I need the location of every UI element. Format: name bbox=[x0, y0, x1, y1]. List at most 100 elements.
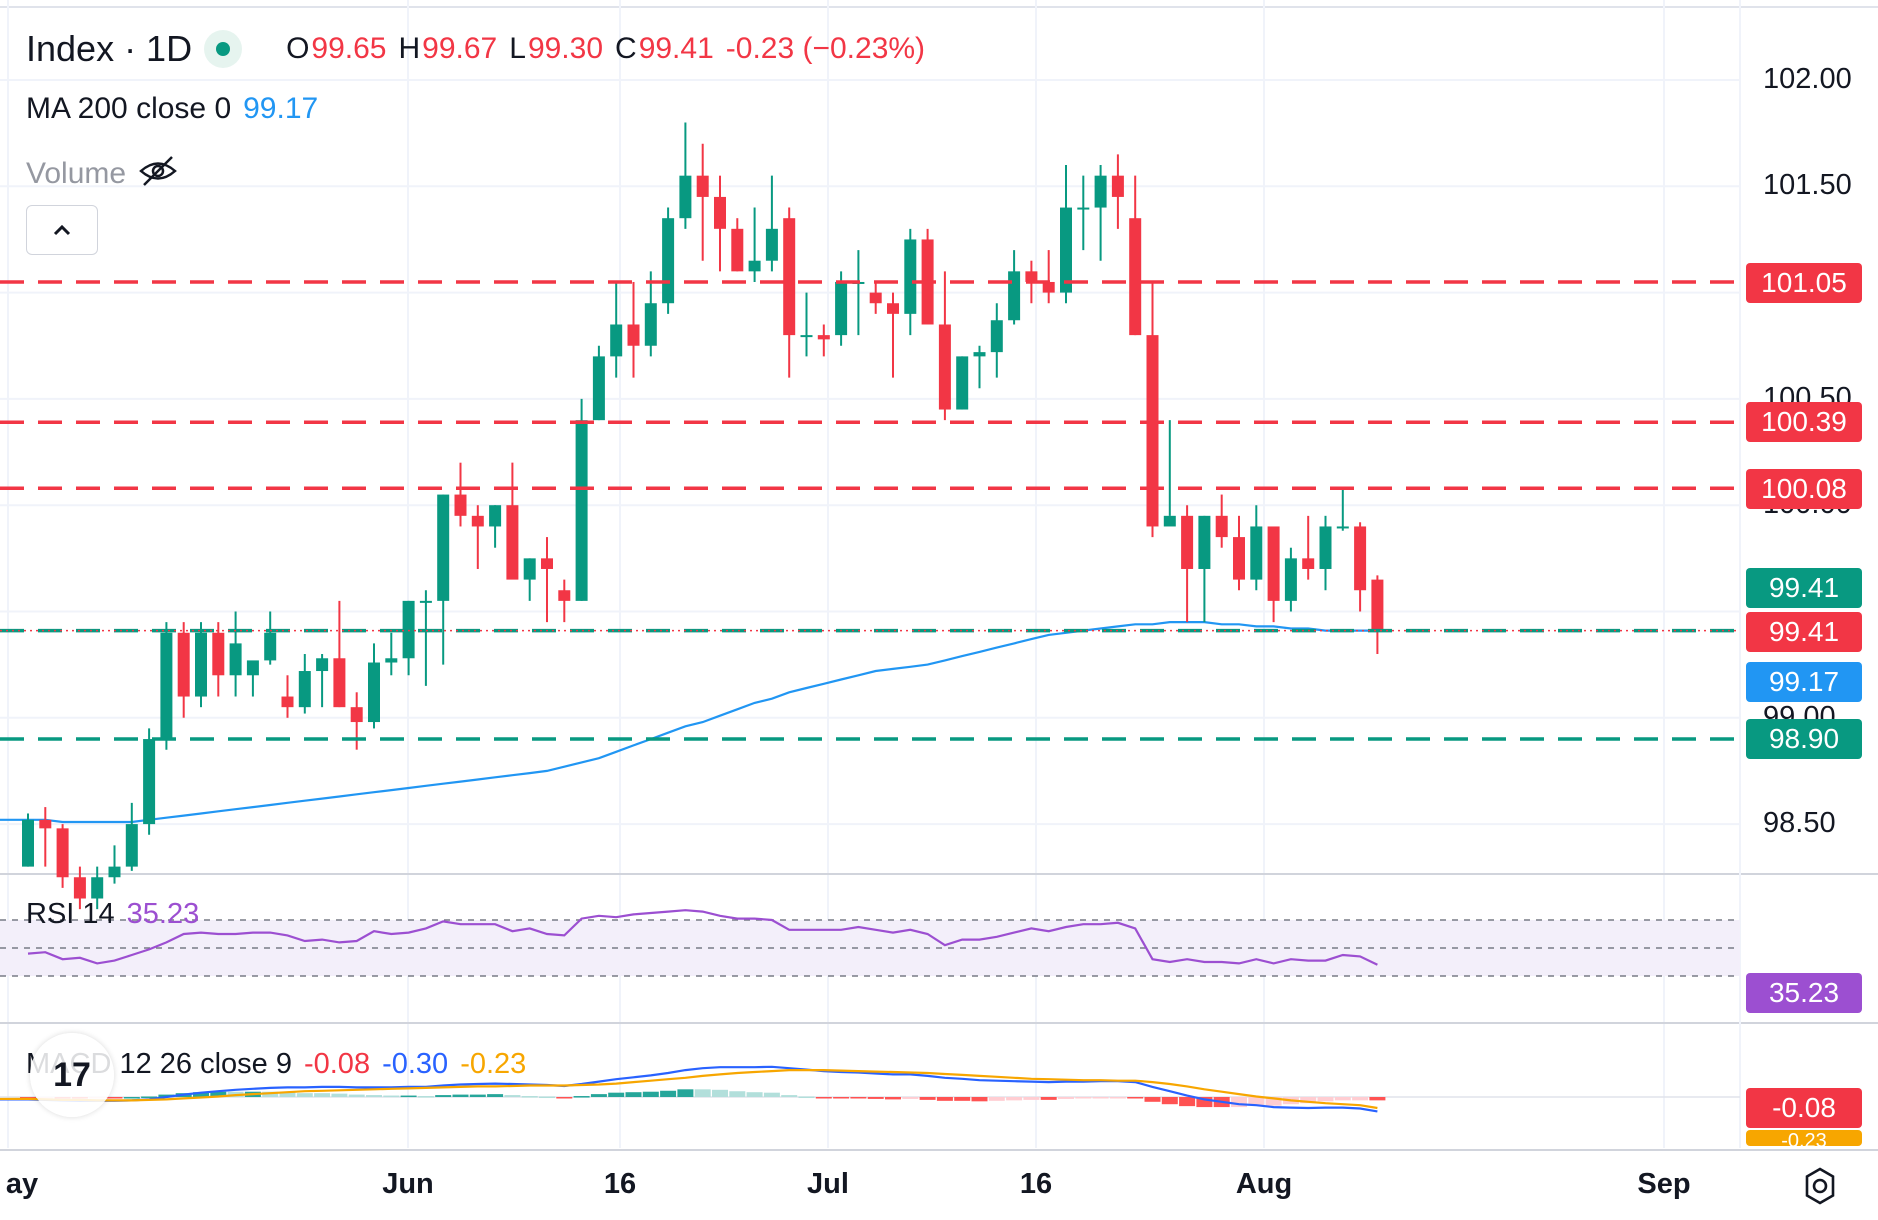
macd-hist-bar bbox=[1352, 1097, 1369, 1101]
candle-body bbox=[1198, 515, 1211, 569]
macd-hist-bar bbox=[746, 1092, 763, 1097]
candle-body bbox=[298, 671, 311, 708]
high-value: 99.67 bbox=[422, 32, 498, 65]
candle-body bbox=[1181, 515, 1194, 569]
macd-hist-bar bbox=[1092, 1097, 1109, 1099]
candle-body bbox=[1215, 515, 1228, 538]
candle-body bbox=[731, 228, 744, 272]
close-label: C bbox=[615, 32, 637, 65]
close-value: 99.41 bbox=[638, 32, 714, 65]
price-tag: 99.17 bbox=[1746, 662, 1862, 702]
candle-body bbox=[1267, 526, 1280, 601]
macd-signal-tag: -0.23 bbox=[1746, 1130, 1862, 1146]
candle-body bbox=[246, 660, 259, 676]
candle-body bbox=[627, 324, 640, 346]
candle-body bbox=[714, 196, 726, 229]
candle-body bbox=[1146, 335, 1159, 527]
macd-hist-bar bbox=[400, 1095, 417, 1098]
macd-line-value: -0.30 bbox=[382, 1048, 449, 1080]
candle-body bbox=[644, 303, 657, 346]
volume-legend[interactable]: Volume bbox=[26, 154, 178, 194]
macd-hist-value: -0.08 bbox=[303, 1048, 371, 1080]
candle-body bbox=[195, 632, 207, 697]
candle-body bbox=[385, 658, 398, 663]
macd-hist-bar bbox=[1248, 1097, 1265, 1106]
macd-hist-bar bbox=[815, 1097, 832, 1099]
price-tag: 98.90 bbox=[1746, 719, 1862, 759]
candle-body bbox=[143, 739, 156, 825]
macd-hist-bar bbox=[383, 1095, 400, 1098]
volume-label: Volume bbox=[26, 157, 127, 190]
rsi-value: 35.23 bbox=[126, 898, 200, 930]
collapse-legend-button[interactable] bbox=[26, 205, 98, 255]
macd-hist-bar bbox=[1317, 1097, 1334, 1102]
candle-body bbox=[125, 824, 138, 867]
symbol-title[interactable]: Index · 1D bbox=[26, 28, 193, 69]
candle-body bbox=[1025, 271, 1038, 282]
macd-hist-bar bbox=[954, 1097, 971, 1101]
ma-legend[interactable]: MA 200 close 0 99.17 bbox=[26, 94, 318, 124]
macd-hist-bar bbox=[106, 1097, 123, 1099]
macd-hist-bar bbox=[366, 1095, 382, 1097]
macd-hist-bar bbox=[971, 1097, 988, 1102]
candle-body bbox=[402, 600, 415, 659]
candle-body bbox=[264, 632, 277, 661]
candle-body bbox=[281, 696, 294, 708]
price-tag: 100.08 bbox=[1746, 469, 1862, 509]
macd-hist-bar bbox=[1006, 1097, 1023, 1101]
macd-hist-bar bbox=[262, 1091, 279, 1097]
macd-hist-bar bbox=[988, 1097, 1005, 1101]
macd-hist-bar bbox=[193, 1092, 209, 1097]
eye-off-icon[interactable] bbox=[138, 154, 178, 194]
open-value: 99.65 bbox=[311, 32, 387, 65]
macd-hist-bar bbox=[1144, 1097, 1161, 1102]
macd-hist-bar bbox=[712, 1089, 728, 1097]
macd-hist-bar bbox=[1161, 1097, 1178, 1105]
macd-hist-bar bbox=[850, 1097, 867, 1099]
candle-body bbox=[835, 281, 848, 336]
macd-hist-tag: -0.08 bbox=[1746, 1088, 1862, 1128]
candle-body bbox=[956, 356, 969, 410]
macd-signal-line bbox=[0, 1069, 1378, 1110]
macd-hist-bar bbox=[677, 1089, 694, 1097]
candle-body bbox=[73, 877, 86, 899]
price-axis-label: 101.50 bbox=[1763, 169, 1852, 202]
high-label: H bbox=[398, 32, 421, 65]
macd-hist-bar bbox=[833, 1097, 850, 1099]
rsi-price-tag: 35.23 bbox=[1746, 973, 1862, 1013]
candle-body bbox=[800, 335, 813, 338]
macd-hist-bar bbox=[1196, 1097, 1213, 1108]
candle-body bbox=[938, 324, 951, 410]
candle-body bbox=[1284, 558, 1297, 601]
candle-body bbox=[1319, 526, 1332, 569]
macd-hist-bar bbox=[348, 1094, 365, 1097]
ma-label: MA 200 close 0 bbox=[26, 92, 232, 125]
macd-line bbox=[0, 1065, 1378, 1113]
macd-hist-bar bbox=[781, 1095, 798, 1097]
candle-body bbox=[523, 558, 536, 580]
rsi-legend[interactable]: RSI 14 35.23 bbox=[26, 900, 199, 929]
time-axis-label: Aug bbox=[1235, 1168, 1293, 1200]
price-axis-label: 102.00 bbox=[1763, 63, 1852, 95]
macd-hist-bar bbox=[1109, 1097, 1126, 1099]
candle-body bbox=[696, 175, 709, 197]
macd-hist-bar bbox=[435, 1095, 452, 1097]
macd-hist-bar bbox=[1058, 1097, 1074, 1099]
macd-hist-bar bbox=[642, 1091, 659, 1097]
candle-body bbox=[783, 218, 796, 336]
time-axis-label: 16 bbox=[1019, 1168, 1053, 1200]
candle-body bbox=[1077, 207, 1090, 210]
candle-body bbox=[558, 590, 571, 601]
macd-hist-bar bbox=[331, 1093, 348, 1097]
price-tag: 99.41 bbox=[1746, 568, 1862, 608]
candle-body bbox=[1163, 515, 1176, 527]
macd-hist-bar bbox=[452, 1094, 469, 1097]
candle-body bbox=[973, 352, 986, 357]
candle-body bbox=[869, 292, 882, 304]
settings-gear-icon[interactable] bbox=[1800, 1166, 1840, 1206]
macd-hist-bar bbox=[123, 1097, 140, 1099]
tradingview-logo[interactable]: 17 bbox=[30, 1033, 114, 1117]
macd-hist-bar bbox=[936, 1097, 953, 1101]
candle-body bbox=[1233, 537, 1245, 580]
